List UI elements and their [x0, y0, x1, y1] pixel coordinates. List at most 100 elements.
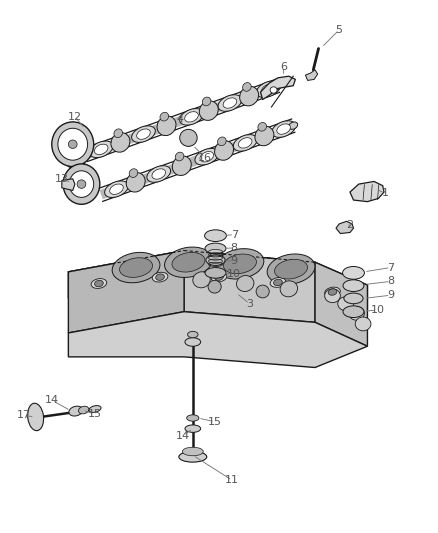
Ellipse shape [255, 126, 274, 146]
Ellipse shape [105, 181, 128, 198]
Text: 7: 7 [231, 230, 238, 240]
Ellipse shape [185, 425, 201, 432]
Ellipse shape [77, 180, 86, 188]
Ellipse shape [273, 82, 283, 90]
Ellipse shape [152, 169, 166, 179]
Ellipse shape [240, 86, 258, 106]
Ellipse shape [95, 280, 103, 287]
Ellipse shape [68, 140, 77, 149]
Ellipse shape [325, 289, 340, 303]
Ellipse shape [195, 148, 219, 165]
Ellipse shape [261, 84, 275, 94]
Ellipse shape [218, 95, 242, 111]
Ellipse shape [237, 276, 254, 292]
Ellipse shape [338, 297, 353, 311]
Text: 10: 10 [371, 305, 385, 315]
Ellipse shape [328, 289, 337, 295]
Ellipse shape [344, 293, 363, 304]
Ellipse shape [89, 406, 101, 413]
Ellipse shape [289, 122, 298, 130]
Polygon shape [68, 251, 184, 333]
Ellipse shape [267, 254, 315, 285]
Text: 17: 17 [17, 410, 31, 421]
Ellipse shape [270, 87, 277, 93]
Ellipse shape [120, 258, 152, 277]
Ellipse shape [180, 130, 197, 147]
Ellipse shape [277, 124, 290, 134]
Ellipse shape [185, 338, 201, 346]
Ellipse shape [69, 406, 83, 416]
Ellipse shape [152, 272, 168, 282]
Ellipse shape [243, 83, 251, 91]
Text: 16: 16 [198, 152, 212, 163]
Polygon shape [261, 76, 295, 100]
Ellipse shape [208, 280, 221, 293]
Ellipse shape [160, 112, 169, 121]
Ellipse shape [110, 184, 123, 195]
Ellipse shape [258, 123, 266, 131]
Ellipse shape [172, 253, 205, 272]
Ellipse shape [233, 135, 257, 151]
Text: 8: 8 [387, 277, 394, 286]
Ellipse shape [218, 137, 226, 146]
Text: 11: 11 [225, 475, 239, 485]
Text: 5: 5 [336, 25, 343, 35]
Text: 14: 14 [176, 431, 190, 441]
Ellipse shape [114, 129, 123, 138]
Ellipse shape [126, 173, 145, 192]
Ellipse shape [52, 122, 94, 166]
Ellipse shape [91, 279, 107, 288]
Ellipse shape [274, 279, 282, 286]
Ellipse shape [58, 128, 88, 160]
Ellipse shape [205, 268, 226, 278]
Text: 1: 1 [381, 188, 389, 198]
Ellipse shape [223, 98, 237, 108]
Text: 4: 4 [176, 114, 183, 124]
Ellipse shape [355, 317, 371, 331]
Ellipse shape [89, 141, 113, 158]
Ellipse shape [180, 109, 203, 125]
Ellipse shape [211, 272, 227, 282]
Polygon shape [350, 181, 384, 201]
Ellipse shape [215, 274, 223, 280]
Text: 15: 15 [208, 417, 222, 427]
Ellipse shape [112, 252, 160, 283]
Ellipse shape [95, 144, 108, 155]
Polygon shape [315, 262, 367, 346]
Ellipse shape [129, 169, 138, 177]
Ellipse shape [325, 287, 340, 297]
Polygon shape [68, 312, 367, 368]
Ellipse shape [280, 281, 297, 297]
Ellipse shape [199, 101, 218, 120]
Ellipse shape [343, 266, 364, 279]
Text: 10: 10 [227, 270, 241, 279]
Ellipse shape [156, 274, 164, 280]
Ellipse shape [179, 451, 207, 462]
Ellipse shape [205, 230, 226, 241]
Ellipse shape [187, 332, 198, 338]
Ellipse shape [157, 116, 176, 135]
Ellipse shape [111, 133, 130, 152]
Text: 9: 9 [231, 256, 238, 266]
Ellipse shape [175, 152, 184, 161]
Ellipse shape [193, 272, 210, 288]
Text: 9: 9 [387, 290, 394, 300]
Text: 8: 8 [231, 243, 238, 253]
Ellipse shape [343, 280, 364, 292]
Ellipse shape [205, 243, 226, 254]
Ellipse shape [172, 156, 191, 175]
Ellipse shape [78, 406, 89, 414]
Ellipse shape [272, 121, 296, 138]
Ellipse shape [216, 248, 264, 279]
Ellipse shape [206, 255, 225, 265]
Ellipse shape [28, 403, 44, 431]
Text: 3: 3 [246, 298, 253, 309]
Ellipse shape [256, 285, 269, 298]
Text: 6: 6 [280, 62, 287, 71]
Ellipse shape [349, 306, 364, 320]
Polygon shape [62, 179, 75, 190]
Ellipse shape [137, 129, 150, 139]
Ellipse shape [223, 254, 257, 273]
Text: 15: 15 [88, 409, 102, 419]
Polygon shape [184, 251, 315, 322]
